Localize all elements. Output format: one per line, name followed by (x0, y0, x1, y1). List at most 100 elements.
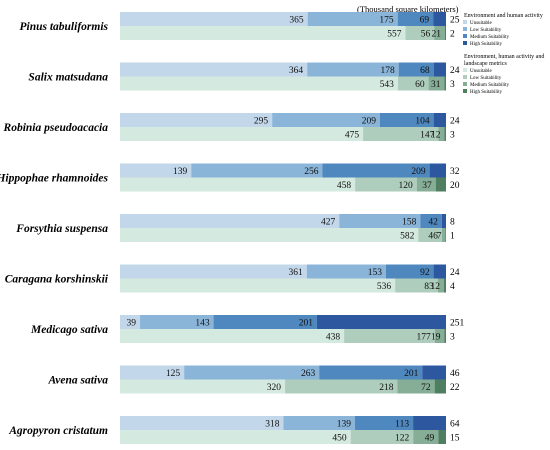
data-label: 153 (368, 268, 383, 278)
data-label: 22 (450, 383, 460, 393)
bar-segment (120, 329, 345, 343)
legend-swatch (463, 20, 467, 24)
bar-segment (433, 113, 446, 127)
bar-segment (435, 177, 446, 192)
bar-segment (283, 416, 355, 430)
legend-label: Medium Suitability (470, 83, 510, 88)
bar-segment (433, 264, 446, 279)
bar-segment (316, 315, 446, 329)
bar-segment (120, 113, 273, 127)
data-label: 147 (420, 131, 435, 141)
data-label: 12 (430, 282, 440, 292)
legend-label: Low Suitability (470, 28, 502, 33)
bar-segment (354, 416, 414, 430)
data-label: 263 (301, 369, 316, 379)
bar-segment (120, 430, 351, 444)
data-label: 201 (404, 369, 419, 379)
bar-segment (120, 365, 185, 380)
data-label: 56 (421, 30, 431, 40)
bar-segment (418, 228, 442, 242)
bar-segment (413, 416, 446, 430)
bar-segment (416, 177, 436, 192)
bar-segment (395, 278, 438, 293)
bar-segment (184, 365, 320, 380)
data-label: 139 (337, 420, 352, 430)
data-label: 37 (422, 181, 432, 191)
bar-segment (191, 163, 323, 178)
data-label: 295 (254, 117, 269, 127)
bar-segment (307, 62, 399, 77)
data-label: 24 (450, 268, 460, 278)
bar-segment (443, 278, 446, 293)
bar-segment (444, 76, 446, 91)
bar-segment (120, 163, 192, 178)
data-label: 543 (380, 80, 395, 90)
bar-segment (363, 127, 439, 141)
bar-segment (344, 329, 435, 343)
data-label: 175 (379, 16, 394, 26)
bar-segment (120, 12, 308, 26)
bar-segment (434, 379, 446, 394)
legend-swatch (463, 41, 467, 45)
bar-segment (355, 177, 417, 192)
data-label: 143 (195, 319, 210, 329)
data-label: 60 (415, 80, 425, 90)
bar-segment (441, 214, 446, 228)
bar-segment (444, 127, 446, 141)
bar-segment (140, 315, 214, 329)
category-label: Hippophae rhamnoides (0, 173, 109, 185)
data-label: 42 (428, 218, 438, 228)
unit-label: (Thousand square kilometers) (357, 4, 459, 14)
data-label: 72 (421, 383, 431, 393)
data-label: 83 (424, 282, 434, 292)
data-label: 69 (420, 16, 430, 26)
data-label: 104 (415, 117, 430, 127)
data-label: 24 (450, 66, 460, 76)
data-label: 68 (420, 66, 430, 76)
legend-label: Unsuitable (470, 21, 492, 26)
legend-title: Environment, human activity and (464, 54, 544, 60)
bar-segment (120, 264, 307, 279)
bar-segment (434, 26, 445, 40)
category-label: Avena sativa (47, 375, 108, 387)
bar-segment (272, 113, 380, 127)
data-label: 25 (450, 16, 460, 26)
data-label: 125 (166, 369, 181, 379)
bar-segment (429, 163, 446, 178)
data-label: 7 (437, 232, 442, 242)
legend-swatch (463, 34, 467, 38)
bar-segment (420, 214, 442, 228)
data-label: 1 (450, 232, 455, 242)
data-label: 31 (431, 80, 441, 90)
bar-segment (433, 12, 446, 26)
bar-segment (444, 26, 446, 40)
data-label: 39 (127, 319, 137, 329)
bar-segment (397, 76, 429, 91)
data-label: 12 (431, 131, 441, 141)
category-label: Caragana korshinskii (5, 274, 109, 286)
legend-label: Unsuitable (470, 69, 492, 74)
bar-segment (438, 127, 445, 141)
data-label: 475 (345, 131, 360, 141)
data-label: 139 (173, 167, 188, 177)
data-label: 365 (289, 16, 304, 26)
category-label: Agropyron cristatum (8, 425, 108, 437)
data-label: 32 (450, 167, 460, 177)
data-label: 209 (362, 117, 377, 127)
data-label: 438 (326, 333, 341, 343)
bar-segment (120, 416, 284, 430)
data-label: 46 (450, 369, 460, 379)
data-label: 20 (450, 181, 460, 191)
legend-title: Environment and human activity (464, 13, 543, 19)
data-label: 582 (400, 232, 415, 242)
bar-segment (285, 379, 398, 394)
data-label: 256 (304, 167, 319, 177)
data-label: 557 (387, 30, 402, 40)
bar-segment (319, 365, 423, 380)
legend-swatch (463, 75, 467, 79)
category-label: Salix matsudana (28, 72, 108, 84)
legend-swatch (463, 68, 467, 72)
legend-label: High Suitability (470, 90, 503, 95)
data-label: 209 (411, 167, 426, 177)
data-label: 3 (450, 80, 455, 90)
